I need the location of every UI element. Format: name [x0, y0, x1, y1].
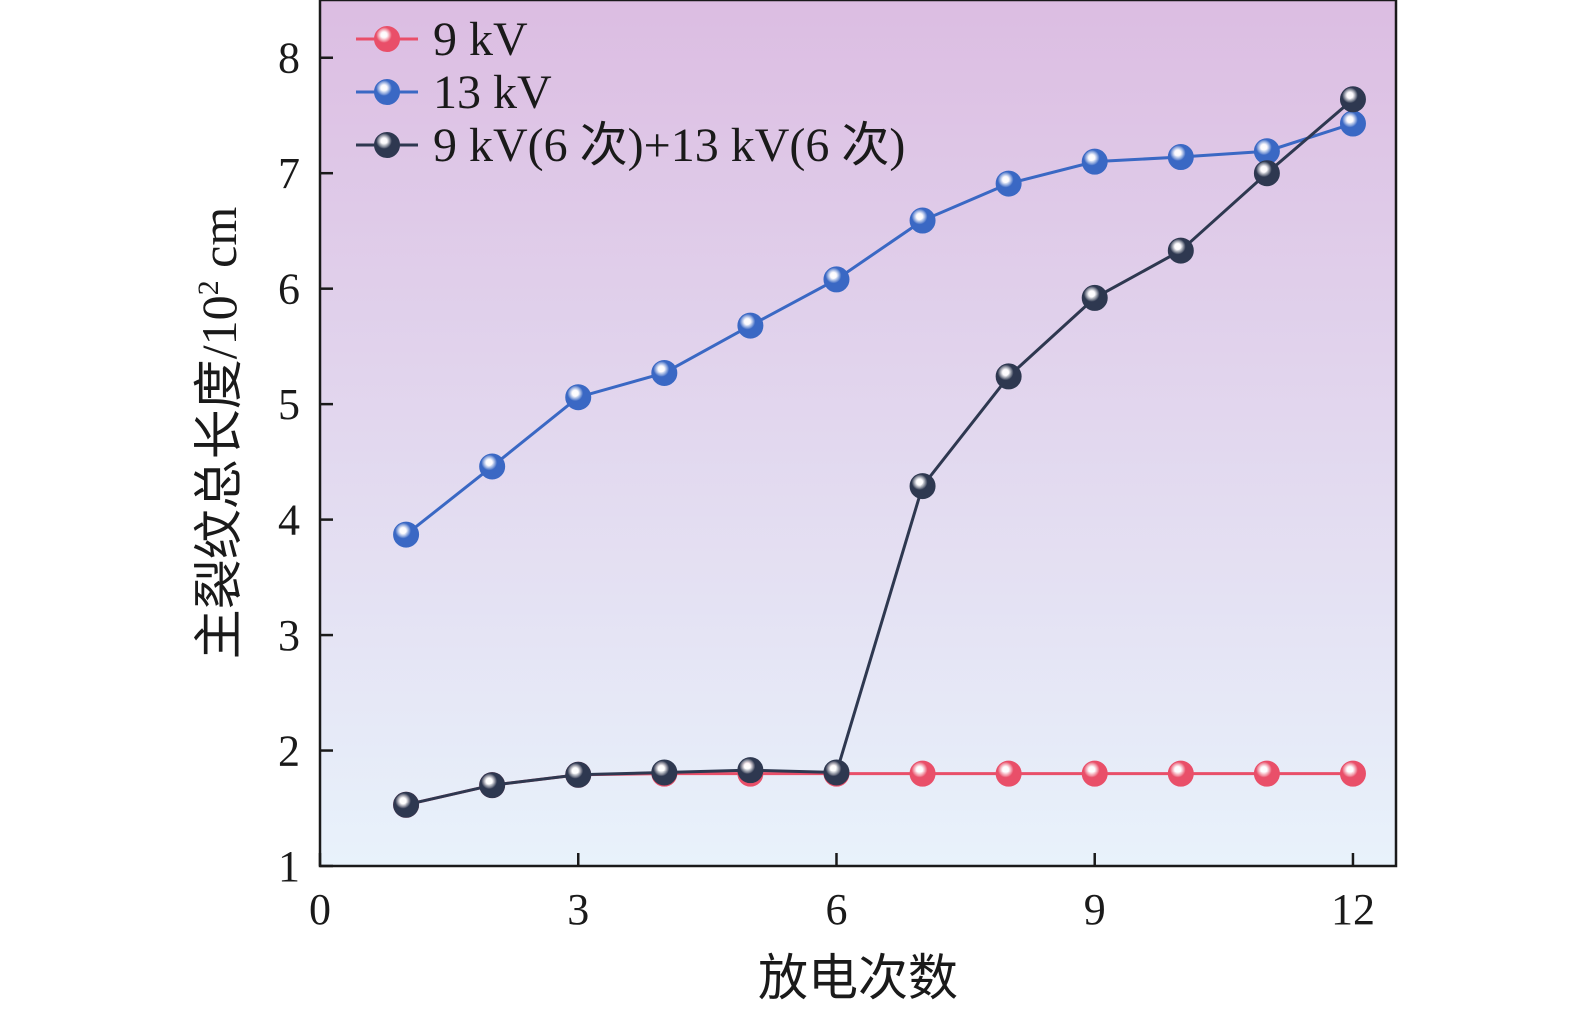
y-tick-label: 5: [278, 380, 300, 429]
x-tick-label: 0: [309, 885, 331, 934]
data-point: [1253, 760, 1280, 787]
data-point: [909, 760, 936, 787]
data-point: [1167, 760, 1194, 787]
x-tick-label: 3: [567, 885, 589, 934]
legend-item: 9 kV(6 次)+13 kV(6 次): [356, 119, 905, 172]
data-point: [479, 772, 506, 799]
data-point: [737, 757, 764, 784]
x-tick-label: 6: [825, 885, 847, 934]
data-point: [1339, 110, 1366, 137]
legend-item: 13 kV: [356, 66, 552, 119]
y-tick-label: 7: [278, 149, 300, 198]
data-point: [823, 759, 850, 786]
data-point: [737, 312, 764, 339]
data-point: [1339, 86, 1366, 113]
legend-marker: [374, 26, 400, 52]
series-3: [393, 86, 1366, 818]
series-line: [405, 98, 1354, 807]
y-tick-label: 2: [278, 727, 300, 776]
series-line: [405, 122, 1354, 536]
y-tick-label: 4: [278, 496, 300, 545]
data-point: [651, 359, 678, 386]
data-point: [1167, 144, 1194, 171]
legend-marker: [374, 79, 400, 105]
plot-background: [320, 0, 1396, 866]
legend-label: 9 kV(6 次)+13 kV(6 次): [433, 119, 905, 172]
legend-label: 13 kV: [433, 66, 552, 119]
series-2: [393, 110, 1366, 548]
data-point: [565, 384, 592, 411]
legend-label: 9 kV: [433, 13, 528, 66]
data-point: [1339, 760, 1366, 787]
data-point: [393, 521, 420, 548]
plot-frame: [318, 0, 1398, 868]
x-tick-label: 9: [1084, 885, 1106, 934]
data-point: [651, 759, 678, 786]
x-tick-label: 12: [1331, 885, 1375, 934]
y-axis-title-unit: cm: [191, 207, 247, 281]
y-axis-title-superscript: 2: [192, 280, 225, 295]
data-point: [1167, 237, 1194, 264]
y-tick-label: 3: [278, 611, 300, 660]
data-point: [995, 363, 1022, 390]
legend-item: 9 kV: [356, 13, 528, 66]
y-axis-title: 主裂纹总长度/102 cm: [191, 207, 247, 660]
y-tick-label: 8: [278, 34, 300, 83]
data-point: [1081, 760, 1108, 787]
y-tick-label: 1: [278, 842, 300, 891]
series-layer: [393, 86, 1366, 818]
y-tick-label: 6: [278, 265, 300, 314]
data-point: [479, 453, 506, 480]
x-axis-title: 放电次数: [758, 950, 958, 1006]
data-point: [995, 170, 1022, 197]
legend-marker: [374, 132, 400, 158]
data-point: [1253, 160, 1280, 187]
data-point: [823, 266, 850, 293]
data-point: [1253, 138, 1280, 165]
data-point: [909, 473, 936, 500]
y-axis-title-main: 主裂纹总长度/10: [191, 295, 247, 659]
data-point: [1081, 148, 1108, 175]
data-point: [1081, 284, 1108, 311]
data-point: [393, 791, 420, 818]
data-point: [995, 760, 1022, 787]
data-point: [565, 761, 592, 788]
data-point: [909, 207, 936, 234]
